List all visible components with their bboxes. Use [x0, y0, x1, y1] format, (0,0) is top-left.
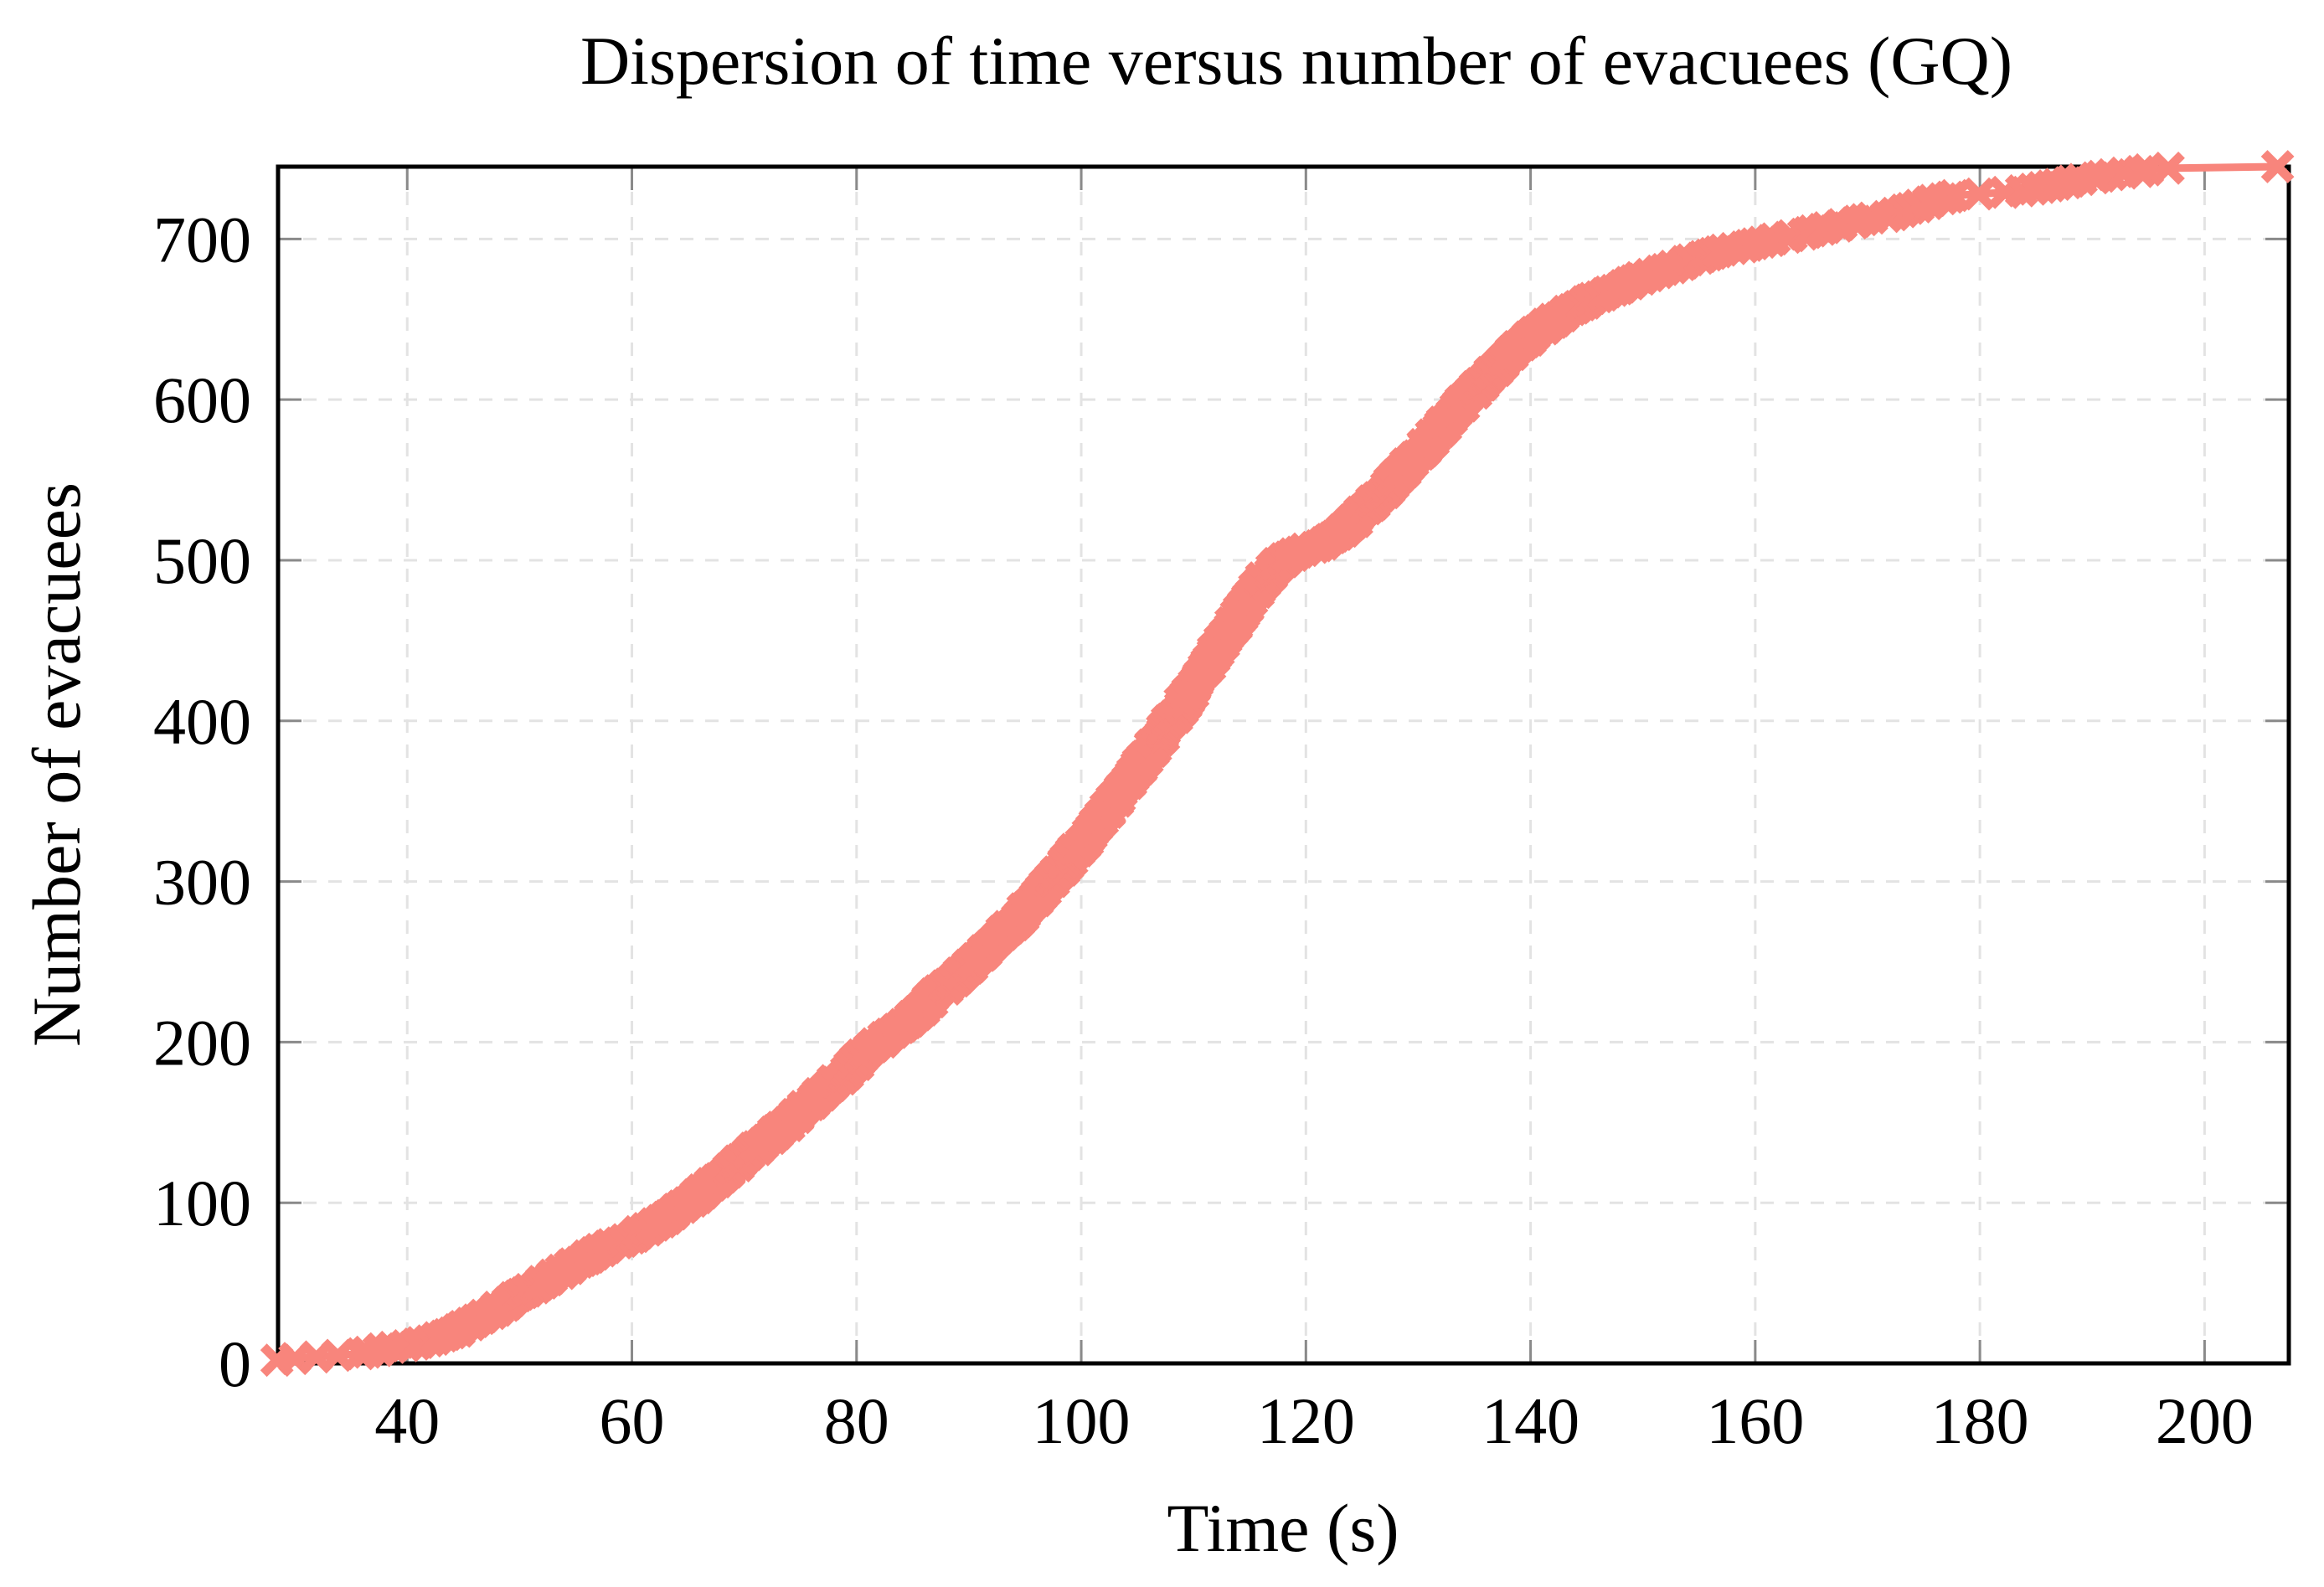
series-markers — [260, 150, 2295, 1378]
x-tick-label: 60 — [600, 1384, 665, 1457]
x-tick-label: 100 — [1033, 1384, 1131, 1457]
x-tick-label: 40 — [374, 1384, 440, 1457]
y-tick-label: 500 — [153, 524, 251, 597]
y-tick-label: 100 — [153, 1167, 251, 1239]
x-tick-label: 140 — [1481, 1384, 1579, 1457]
x-tick-label: 80 — [824, 1384, 889, 1457]
x-axis-label: Time (s) — [1167, 1490, 1399, 1566]
evacuee-series — [260, 150, 2295, 1378]
y-axis-label: Number of evacuees — [18, 482, 95, 1047]
data-point-marker — [2151, 152, 2185, 185]
y-tick-label: 0 — [219, 1327, 251, 1400]
x-tick-labels: 40 60 80 100 120 140 160 180 200 — [374, 1384, 2254, 1457]
x-tick-label: 160 — [1706, 1384, 1804, 1457]
y-tick-label: 600 — [153, 363, 251, 436]
tick-marks — [278, 167, 2289, 1365]
y-tick-label: 300 — [153, 846, 251, 919]
y-tick-label: 700 — [153, 203, 251, 276]
x-tick-label: 120 — [1257, 1384, 1355, 1457]
y-tick-labels: 0 100 200 300 400 500 600 700 — [153, 203, 251, 1400]
plot-frame — [276, 164, 2291, 1366]
x-tick-label: 200 — [2156, 1384, 2254, 1457]
series-line — [276, 162, 2278, 1364]
data-point-marker — [2260, 150, 2295, 183]
chart-title: Dispersion of time versus number of evac… — [580, 23, 2012, 99]
data-point-marker — [1962, 177, 1996, 211]
gridlines — [278, 167, 2289, 1363]
x-tick-label: 180 — [1931, 1384, 2029, 1457]
y-tick-label: 200 — [153, 1006, 251, 1079]
y-tick-label: 400 — [153, 685, 251, 758]
